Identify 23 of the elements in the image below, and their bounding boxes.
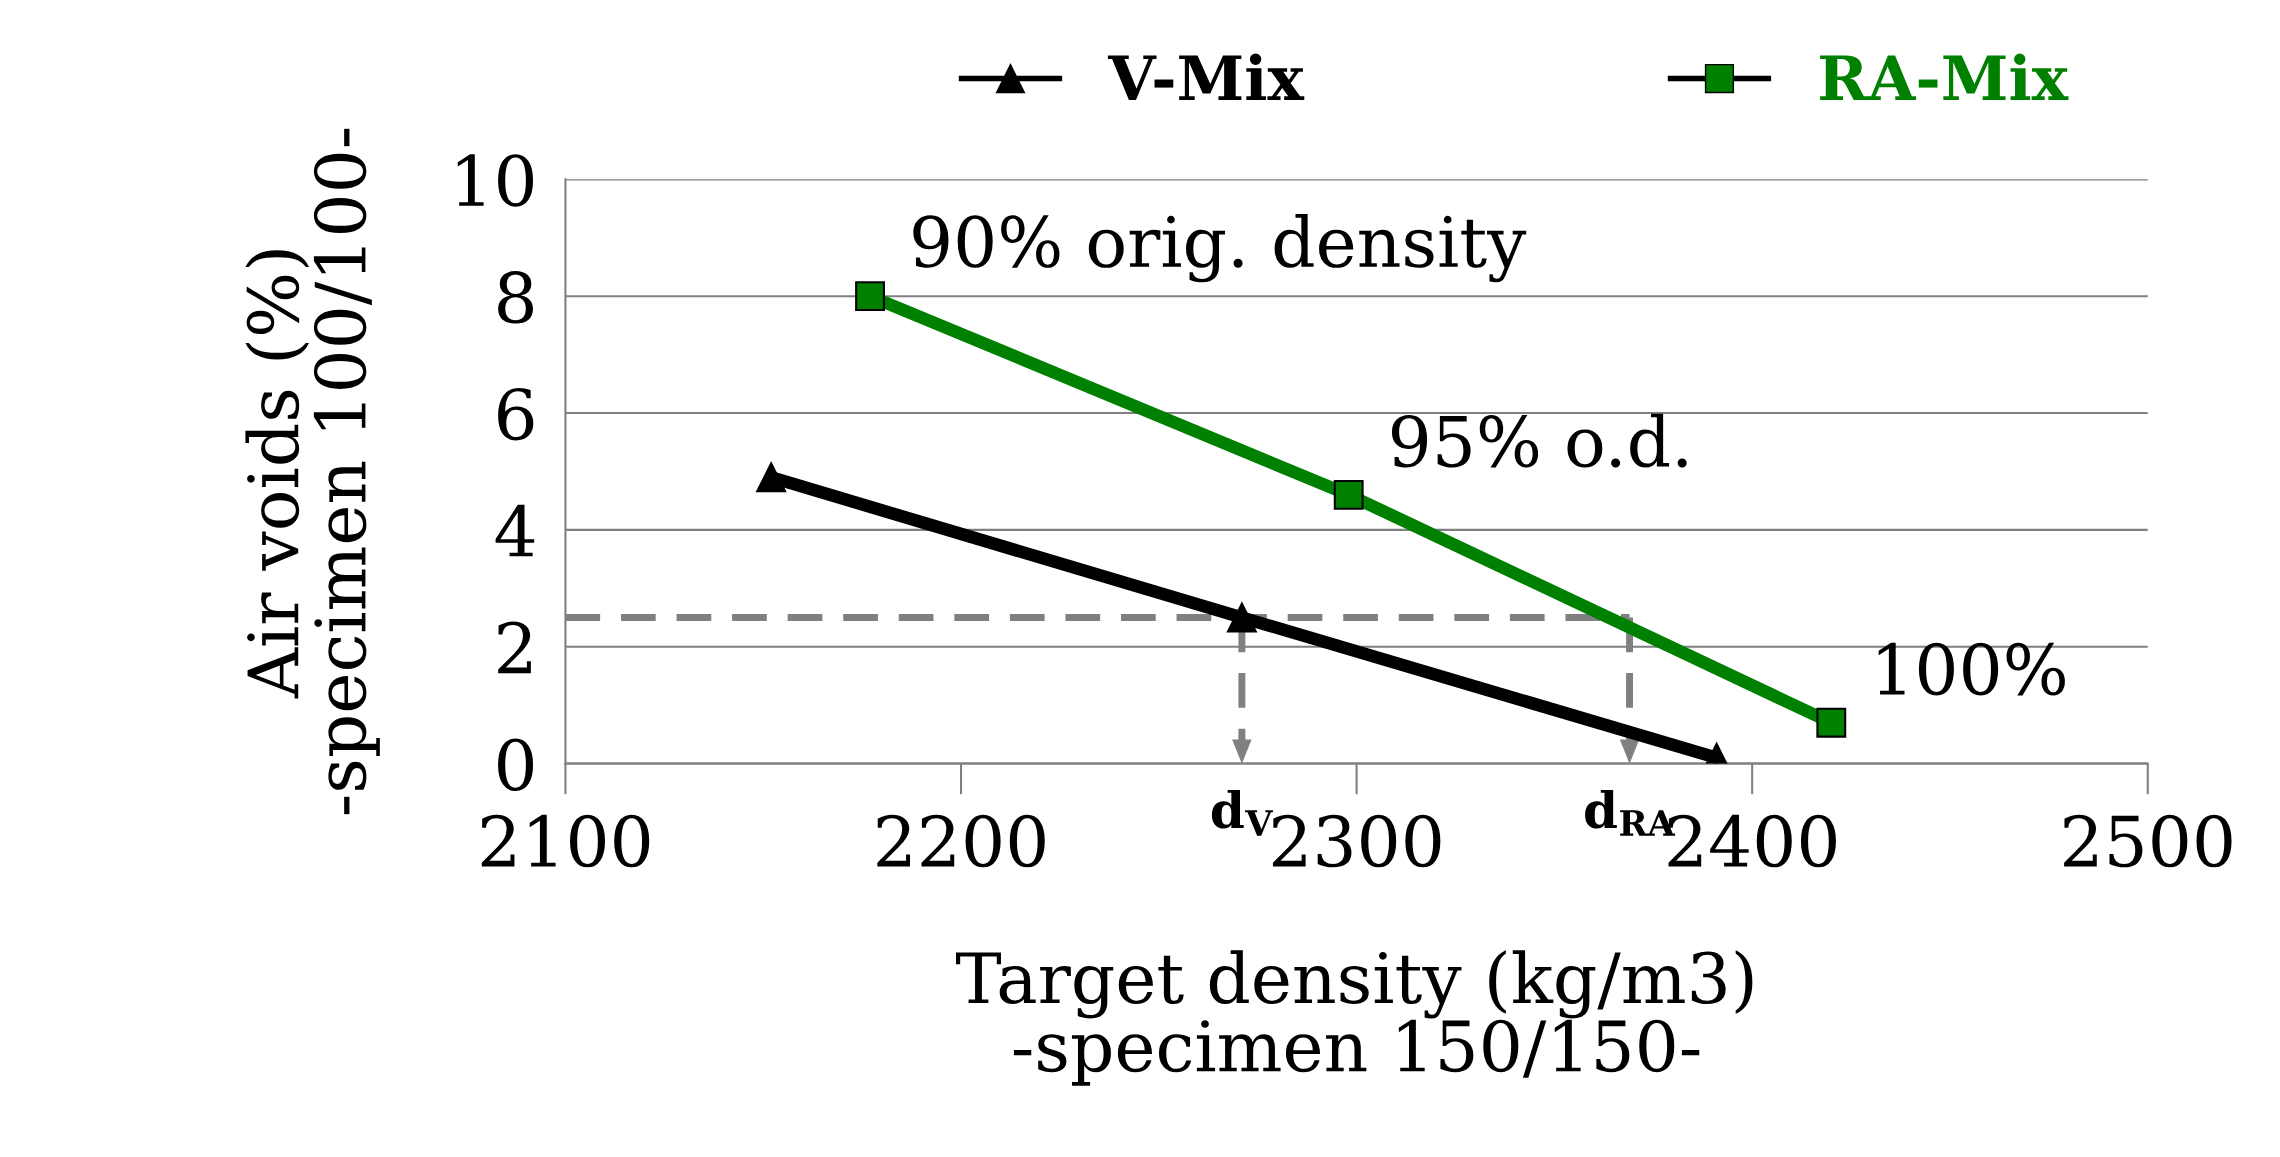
point — [855, 281, 885, 312]
legend-label: RA-Mix — [1820, 53, 2069, 100]
y-tick-label: 4 — [495, 504, 535, 557]
y-tick-label: 8 — [498, 271, 533, 324]
point — [1226, 602, 1257, 633]
point — [1816, 707, 1847, 738]
x-tick-label: 2200 — [877, 814, 1045, 868]
legend-label: V-Mix — [1107, 53, 1305, 100]
point — [1333, 479, 1364, 510]
x-axis-title: Target density (kg/m3) -specimen 150/150- — [956, 950, 1753, 1086]
annotation: 100% — [1878, 642, 2065, 696]
x-tick-label: 2300 — [1272, 814, 1441, 868]
y-tick-label: 0 — [498, 738, 534, 791]
annotation: 90% orig. density — [913, 214, 1527, 283]
ref-line-label: d$_{V}$ — [1211, 789, 1273, 836]
x-tick-label: 2500 — [2064, 814, 2232, 868]
annotation: 95% o.d. — [1391, 413, 1687, 468]
x-tick-label: 2100 — [481, 814, 650, 868]
point — [756, 462, 787, 493]
y-axis-title: Air voids (%) -specimen 100/100- — [245, 128, 380, 815]
y-tick-label: 2 — [498, 621, 531, 674]
y-tick-label: 6 — [498, 387, 534, 441]
y-tick-label: 10 — [457, 154, 534, 207]
